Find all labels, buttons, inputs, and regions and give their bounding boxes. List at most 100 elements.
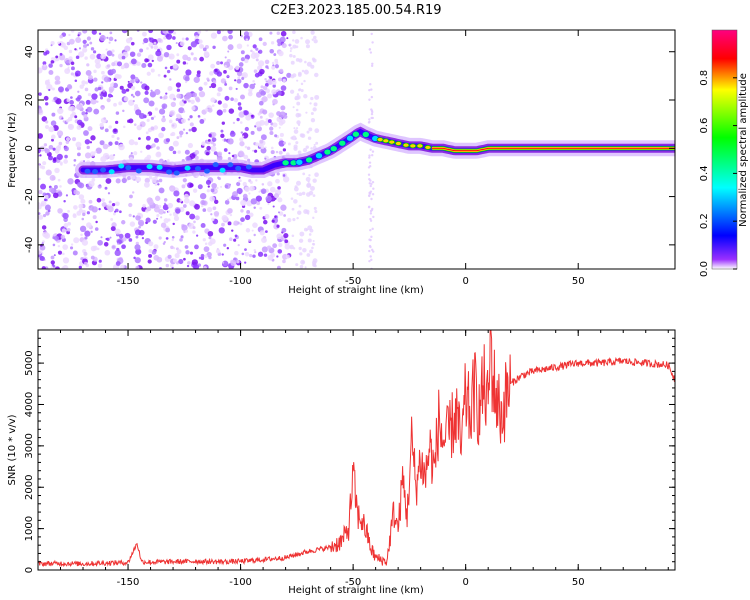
spectrum-speckle — [236, 259, 240, 264]
spectrum-speckle — [40, 183, 47, 190]
spectrum-speckle — [289, 47, 293, 50]
spectrum-speckle — [216, 92, 221, 97]
spectrum-speckle — [182, 110, 186, 113]
ridge-blob — [204, 168, 211, 174]
spectrum-speckle — [180, 235, 184, 239]
spectrum-speckle — [371, 116, 374, 120]
spectrum-speckle — [124, 232, 131, 239]
spectrum-speckle — [38, 133, 44, 139]
spectrum-speckle — [84, 261, 88, 266]
spectrum-speckle — [54, 235, 60, 241]
spectrum-speckle — [62, 257, 70, 264]
spectrum-speckle — [266, 245, 272, 250]
spectrum-speckle — [368, 244, 372, 248]
spectrum-speckle — [64, 68, 71, 75]
spectrum-speckle — [38, 177, 41, 181]
spectrum-speckle — [106, 64, 111, 68]
spectrum-speckle — [132, 100, 135, 103]
spectrum-speckle — [237, 102, 242, 106]
spectrum-speckle — [297, 71, 302, 76]
spectrum-speckle — [233, 257, 237, 261]
spectrum-speckle — [295, 263, 299, 267]
spectrum-speckle — [238, 176, 241, 179]
spectrum-speckle — [313, 39, 318, 44]
spectrum-speckle — [45, 120, 49, 124]
ridge-blob — [388, 139, 396, 145]
spectrum-speckle — [279, 132, 284, 138]
spectrum-speckle — [176, 59, 181, 64]
spectrum-speckle — [68, 38, 75, 45]
spectrum-speckle — [166, 69, 171, 74]
spectrum-speckle — [132, 95, 135, 98]
spectrum-speckle — [41, 225, 47, 230]
spectrum-speckle — [151, 176, 158, 184]
spectrum-speckle — [280, 30, 287, 37]
spectrum-speckle — [160, 222, 167, 228]
spectrum-speckle — [260, 90, 266, 96]
spectrum-speckle — [283, 232, 289, 239]
spectrum-speckle — [175, 42, 178, 45]
spectrum-speckle — [44, 204, 51, 211]
spectrum-speckle — [206, 251, 212, 258]
spectrum-speckle — [277, 249, 283, 254]
spectrum-speckle — [163, 198, 168, 202]
spectrum-speckle — [298, 88, 302, 91]
spectrum-speckle — [79, 84, 84, 89]
spectrum-speckle — [162, 204, 169, 211]
spectrum-speckle — [221, 138, 225, 142]
spectrum-speckle — [38, 147, 41, 154]
spectrum-speckle — [274, 215, 277, 218]
spectrum-speckle — [154, 195, 161, 202]
spectrum-speckle — [148, 30, 154, 34]
spectrum-speckle — [298, 238, 304, 243]
spectrum-speckle — [370, 108, 373, 111]
spectrum-speckle — [313, 206, 317, 210]
spectrum-speckle — [226, 198, 230, 201]
spectrum-speckle — [197, 30, 202, 34]
spectrum-speckle — [371, 62, 374, 66]
spectrum-speckle — [163, 36, 167, 40]
spectrum-speckle — [224, 82, 228, 86]
spectrum-speckle — [244, 248, 247, 252]
spectrum-speckle — [102, 93, 107, 98]
spectrum-speckle — [120, 264, 125, 269]
spectrum-speckle — [293, 144, 298, 149]
spectrum-speckle — [131, 191, 135, 194]
spectrum-speckle — [144, 90, 149, 95]
spectrum-speckle — [251, 51, 255, 54]
spectrum-speckle — [95, 220, 98, 224]
spectrum-speckle — [73, 189, 79, 195]
spectrum-speckle — [308, 233, 312, 236]
spectrum-speckle — [207, 230, 214, 237]
spectrum-speckle — [115, 178, 121, 184]
spectrum-speckle — [160, 216, 163, 219]
spectrum-speckle — [268, 112, 274, 118]
spectrum-speckle — [81, 80, 86, 85]
spectrum-speckle — [303, 94, 308, 99]
spectrum-speckle — [276, 38, 282, 44]
spectrum-speckle — [369, 228, 372, 232]
spectrum-speckle — [309, 228, 314, 233]
spectrum-speckle — [213, 151, 218, 156]
spectrum-speckle — [277, 211, 281, 214]
spectrum-speckle — [107, 192, 111, 195]
spectrum-speckle — [176, 53, 180, 57]
spectrum-speckle — [94, 58, 101, 65]
spectrum-speckle — [190, 99, 195, 105]
spectrum-speckle — [250, 49, 253, 53]
spectrum-speckle — [99, 122, 104, 128]
spectrum-speckle — [368, 191, 372, 194]
spectrum-speckle — [116, 61, 123, 67]
spectrum-speckle — [224, 200, 230, 205]
spectrum-speckle — [271, 89, 277, 95]
spectrum-speckle — [162, 115, 165, 119]
spectrum-speckle — [221, 222, 225, 227]
spectrum-speckle — [276, 255, 279, 258]
spectrum-speckle — [61, 117, 64, 120]
spectrum-speckle — [240, 209, 244, 213]
spectrum-speckle — [312, 216, 315, 220]
spectrum-speckle — [236, 187, 243, 194]
spectrum-speckle — [95, 147, 102, 154]
spectrum-speckle — [131, 85, 136, 91]
